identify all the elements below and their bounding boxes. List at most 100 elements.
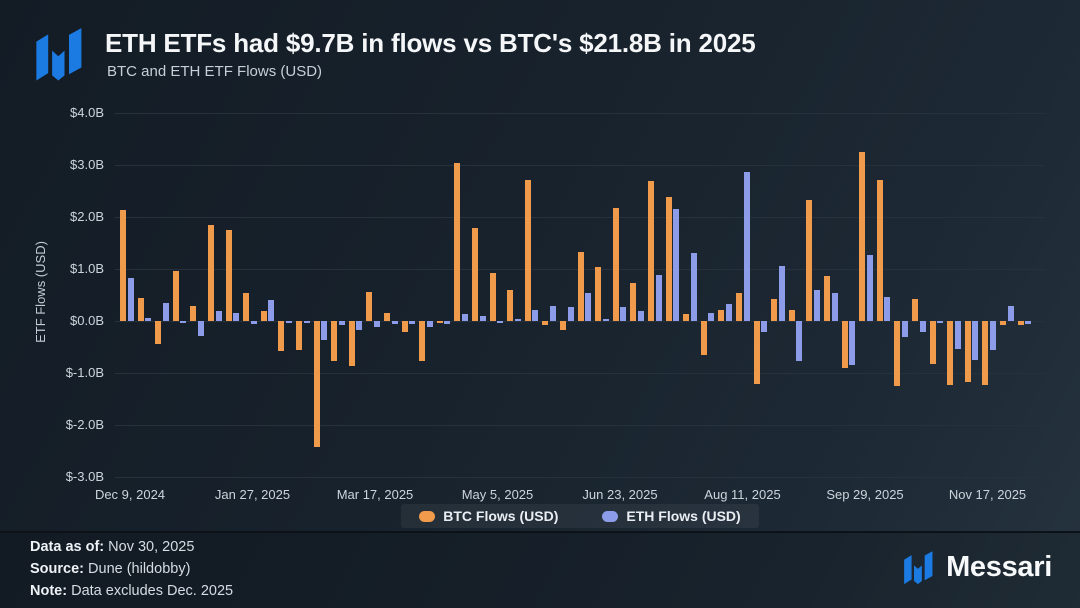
x-tick-label: Nov 17, 2025 bbox=[948, 487, 1027, 502]
btc-flow-bar bbox=[172, 271, 179, 321]
y-tick-label: $4.0B bbox=[70, 105, 104, 120]
eth-flow-bar bbox=[919, 321, 926, 333]
btc-flow-bar bbox=[313, 321, 320, 447]
btc-flow-bar bbox=[155, 321, 162, 345]
eth-flow-bar bbox=[831, 292, 838, 321]
btc-flow-bar bbox=[876, 180, 883, 321]
btc-flow-bar bbox=[296, 321, 302, 350]
btc-flow-bar bbox=[278, 321, 285, 352]
eth-flow-bar bbox=[286, 321, 292, 323]
eth-flow-bar bbox=[497, 321, 504, 323]
chart-subtitle: BTC and ETH ETF Flows (USD) bbox=[107, 63, 323, 80]
btc-flow-bar bbox=[700, 321, 707, 356]
btc-flow-bar bbox=[648, 181, 654, 321]
btc-flow-bar bbox=[436, 321, 443, 323]
btc-flow-bar bbox=[788, 309, 795, 321]
btc-flow-bar bbox=[489, 273, 496, 321]
eth-legend-label: ETH Flows (USD) bbox=[626, 508, 741, 524]
btc-flow-bar bbox=[384, 313, 390, 321]
btc-flow-bar bbox=[348, 321, 355, 366]
eth-flow-bar bbox=[215, 311, 222, 321]
gridline bbox=[115, 321, 1045, 322]
eth-flow-bar bbox=[145, 317, 152, 321]
eth-flow-bar bbox=[655, 274, 662, 321]
footer-note-value: Data excludes Dec. 2025 bbox=[71, 583, 234, 599]
eth-flow-bar bbox=[814, 289, 820, 321]
x-tick-label: Mar 17, 2025 bbox=[336, 487, 414, 502]
eth-flow-bar bbox=[198, 321, 204, 336]
footer-note: Note: Data excludes Dec. 2025 bbox=[30, 583, 233, 599]
eth-flow-bar bbox=[690, 253, 697, 321]
btc-flow-bar bbox=[859, 152, 866, 321]
eth-flow-bar bbox=[620, 306, 627, 321]
y-tick-label: $-3.0B bbox=[65, 469, 104, 484]
btc-flow-bar bbox=[1000, 321, 1006, 325]
btc-flow-bar bbox=[806, 200, 813, 321]
btc-flow-bar bbox=[419, 321, 426, 362]
eth-flow-bar bbox=[1025, 321, 1032, 324]
eth-legend-swatch-icon bbox=[602, 510, 619, 522]
btc-flow-bar bbox=[947, 321, 954, 385]
eth-flow-bar bbox=[444, 321, 451, 324]
btc-flow-bar bbox=[824, 275, 830, 321]
x-tick-label: Sep 29, 2025 bbox=[826, 487, 904, 502]
btc-flow-bar bbox=[208, 225, 214, 321]
eth-flow-bar bbox=[374, 321, 380, 327]
eth-flow-bar bbox=[426, 321, 433, 328]
messari-logo-icon bbox=[36, 28, 82, 81]
x-tick-label: Aug 11, 2025 bbox=[704, 487, 781, 502]
btc-flow-bar bbox=[560, 321, 566, 330]
x-tick-label: Jun 23, 2025 bbox=[582, 487, 658, 502]
eth-flow-bar bbox=[866, 254, 873, 321]
eth-flow-bar bbox=[796, 321, 803, 361]
btc-flow-bar bbox=[472, 228, 478, 321]
btc-flow-bar bbox=[577, 252, 584, 321]
eth-flow-bar bbox=[338, 321, 345, 326]
btc-flow-bar bbox=[964, 321, 971, 382]
y-tick-label: $-2.0B bbox=[65, 417, 104, 432]
messari-footer-logo-icon bbox=[904, 551, 933, 585]
btc-flow-bar bbox=[595, 267, 602, 321]
eth-flow-bar bbox=[233, 313, 240, 321]
footer-source: Source: Dune (hildobby) bbox=[30, 561, 190, 577]
btc-flow-bar bbox=[120, 210, 126, 321]
legend-item-eth: ETH Flows (USD) bbox=[602, 508, 741, 524]
gridline bbox=[115, 217, 1045, 218]
eth-flow-bar bbox=[778, 265, 785, 321]
y-tick-label: $1.0B bbox=[70, 261, 104, 276]
footer-brand: Messari bbox=[902, 549, 1052, 586]
gridline bbox=[115, 425, 1045, 426]
btc-flow-bar bbox=[929, 321, 936, 365]
eth-flow-bar bbox=[391, 321, 398, 324]
btc-flow-bar bbox=[243, 293, 250, 321]
btc-legend-label: BTC Flows (USD) bbox=[443, 508, 559, 524]
btc-flow-bar bbox=[753, 321, 760, 384]
eth-flow-bar bbox=[638, 310, 644, 321]
eth-flow-bar bbox=[726, 304, 732, 321]
btc-flow-bar bbox=[137, 297, 144, 321]
btc-flow-bar bbox=[524, 179, 531, 321]
footer-source-value: Dune (hildobby) bbox=[88, 561, 191, 577]
eth-flow-bar bbox=[902, 321, 908, 337]
eth-flow-bar bbox=[743, 171, 750, 321]
eth-flow-bar bbox=[761, 321, 768, 333]
eth-flow-bar bbox=[162, 302, 169, 321]
eth-flow-bar bbox=[585, 293, 592, 321]
eth-flow-bar bbox=[937, 321, 944, 323]
eth-flow-bar bbox=[514, 319, 521, 321]
eth-flow-bar bbox=[321, 321, 328, 341]
btc-flow-bar bbox=[683, 314, 690, 321]
legend-band: BTC Flows (USD) ETH Flows (USD) bbox=[401, 504, 759, 528]
eth-flow-bar bbox=[602, 319, 609, 321]
eth-flow-bar bbox=[303, 321, 310, 323]
btc-flow-bar bbox=[771, 298, 778, 321]
btc-flow-bar bbox=[982, 321, 989, 386]
legend-item-btc: BTC Flows (USD) bbox=[419, 508, 558, 524]
eth-flow-bar bbox=[479, 315, 486, 321]
x-tick-label: May 5, 2025 bbox=[461, 487, 534, 502]
btc-flow-bar bbox=[454, 162, 461, 321]
btc-flow-bar bbox=[841, 321, 848, 369]
btc-flow-bar bbox=[718, 309, 725, 321]
gridline bbox=[115, 373, 1045, 374]
